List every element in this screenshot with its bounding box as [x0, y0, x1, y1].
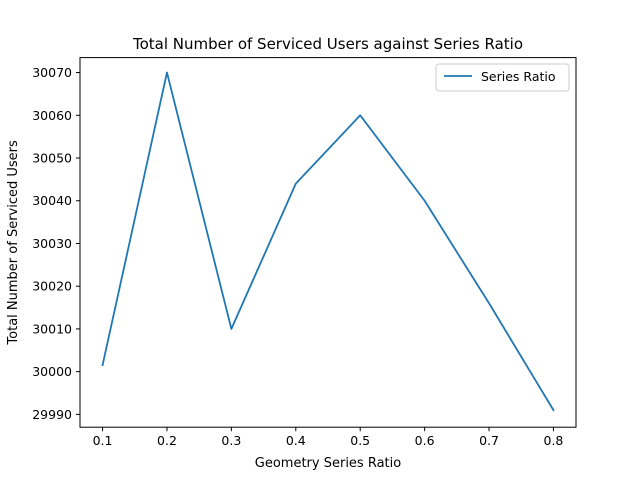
- series-line-0: [101, 71, 555, 412]
- legend-label-series-ratio: Series Ratio: [481, 69, 556, 84]
- y-axis: 29990 30000 30010 30020 30030 30040 30050 30060…: [32, 65, 80, 422]
- y-axis-title: Total Number of Serviced Users: [6, 140, 21, 346]
- y-tick-label: 30020: [32, 279, 72, 294]
- series-point: [102, 365, 103, 366]
- y-tick-label: 29990: [32, 407, 72, 422]
- x-tick-label: 0.1: [93, 433, 113, 448]
- y-tick-label: 30000: [32, 364, 72, 379]
- legend-box: [435, 63, 570, 92]
- x-axis-title: Geometry Series Ratio: [255, 456, 401, 471]
- series-point: [166, 72, 167, 73]
- chart-title: Total Number of Serviced Users against S…: [132, 35, 523, 53]
- x-tick-label: 0.8: [544, 433, 564, 448]
- y-tick-label: 30060: [32, 108, 72, 123]
- series-point: [489, 303, 490, 304]
- y-tick-label: 30050: [32, 151, 72, 166]
- y-tick-label: 30010: [32, 321, 72, 336]
- x-tick-label: 0.3: [221, 433, 241, 448]
- x-tick-label: 0.5: [350, 433, 370, 448]
- x-axis: 0.1 0.2 0.3 0.4 0.5 0.6 0.7 0.8: [93, 427, 564, 448]
- x-tick-label: 0.2: [157, 433, 177, 448]
- x-tick-label: 0.6: [415, 433, 435, 448]
- series-point: [424, 200, 425, 201]
- series-layer: [101, 71, 555, 412]
- series-point: [360, 115, 361, 116]
- x-tick-label: 0.4: [286, 433, 306, 448]
- series-point: [231, 328, 232, 329]
- series-point: [553, 410, 554, 411]
- series-point: [295, 183, 296, 184]
- y-tick-label: 30070: [32, 65, 72, 80]
- x-tick-label: 0.7: [479, 433, 499, 448]
- y-tick-label: 30040: [32, 193, 72, 208]
- plot-area-frame: [79, 57, 577, 428]
- legend: Series Ratio: [435, 63, 570, 92]
- y-tick-label: 30030: [32, 236, 72, 251]
